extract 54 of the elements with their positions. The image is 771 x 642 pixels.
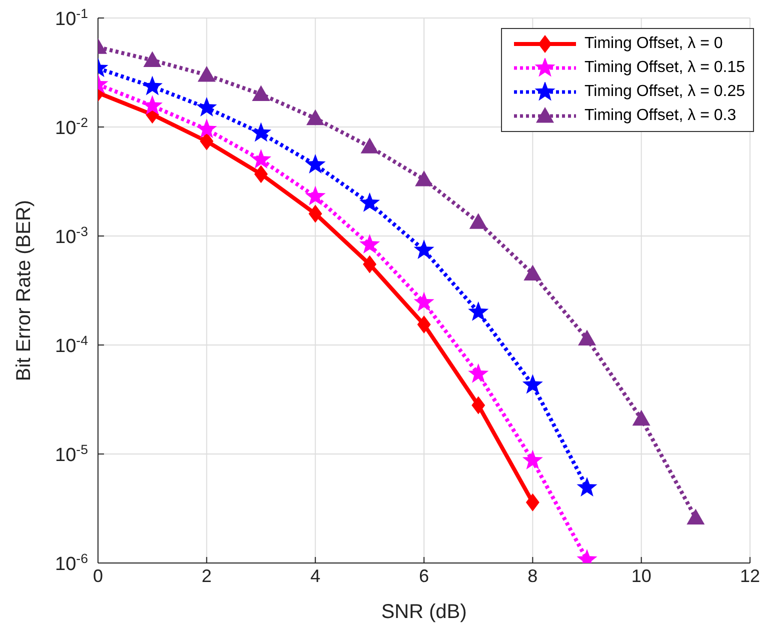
point <box>308 204 322 223</box>
point <box>252 85 270 101</box>
legend-label: Timing Offset, λ = 0.25 <box>584 83 745 101</box>
point <box>468 363 489 383</box>
point <box>522 450 543 470</box>
point <box>305 186 326 206</box>
point <box>359 192 380 212</box>
point <box>469 213 488 229</box>
x-tick-label: 4 <box>310 566 320 586</box>
y-tick-label: 10$^{-1}$ <box>55 6 88 30</box>
legend-label: Timing Offset, λ = 0.3 <box>584 107 736 125</box>
x-tick-label: 6 <box>418 566 430 586</box>
legend-label: Timing Offset, λ = 0.15 <box>584 59 745 77</box>
point <box>196 97 217 117</box>
y-tick-label: 10$^{-5}$ <box>55 442 88 466</box>
point <box>306 109 324 126</box>
x-tick-label: 8 <box>528 566 538 586</box>
point <box>632 410 650 426</box>
point <box>578 330 596 346</box>
x-tick-label: 10 <box>631 566 652 586</box>
x-tick-label: 0 <box>92 566 104 586</box>
point <box>522 374 543 394</box>
y-tick-label: 10$^{-2}$ <box>55 114 88 139</box>
point <box>142 76 163 96</box>
point <box>526 493 540 512</box>
point <box>576 476 598 497</box>
point <box>360 138 379 154</box>
x-tick-label: 12 <box>740 566 760 586</box>
point <box>200 132 214 150</box>
point <box>250 149 272 169</box>
point <box>142 95 163 115</box>
point <box>417 316 431 334</box>
y-axis-title: Bit Error Rate (BER) <box>13 200 36 382</box>
point <box>305 154 326 174</box>
y-tick-label: 10$^{-6}$ <box>55 550 88 575</box>
point <box>686 508 705 525</box>
point <box>254 165 268 184</box>
point <box>414 292 434 312</box>
point <box>415 170 433 186</box>
point <box>524 264 542 281</box>
point <box>359 234 380 254</box>
point <box>196 118 217 138</box>
point <box>362 255 376 274</box>
point <box>143 51 162 67</box>
point <box>472 396 486 414</box>
point <box>198 66 216 82</box>
point <box>468 301 489 321</box>
point <box>414 239 434 259</box>
legend-label: Timing Offset, λ = 0 <box>584 35 723 53</box>
x-axis-title: SNR (dB) <box>381 601 467 623</box>
y-tick-label: 10$^{-3}$ <box>55 224 88 248</box>
point <box>250 122 272 142</box>
x-tick-label: 2 <box>202 566 212 586</box>
y-tick-label: 10$^{-4}$ <box>55 332 88 357</box>
